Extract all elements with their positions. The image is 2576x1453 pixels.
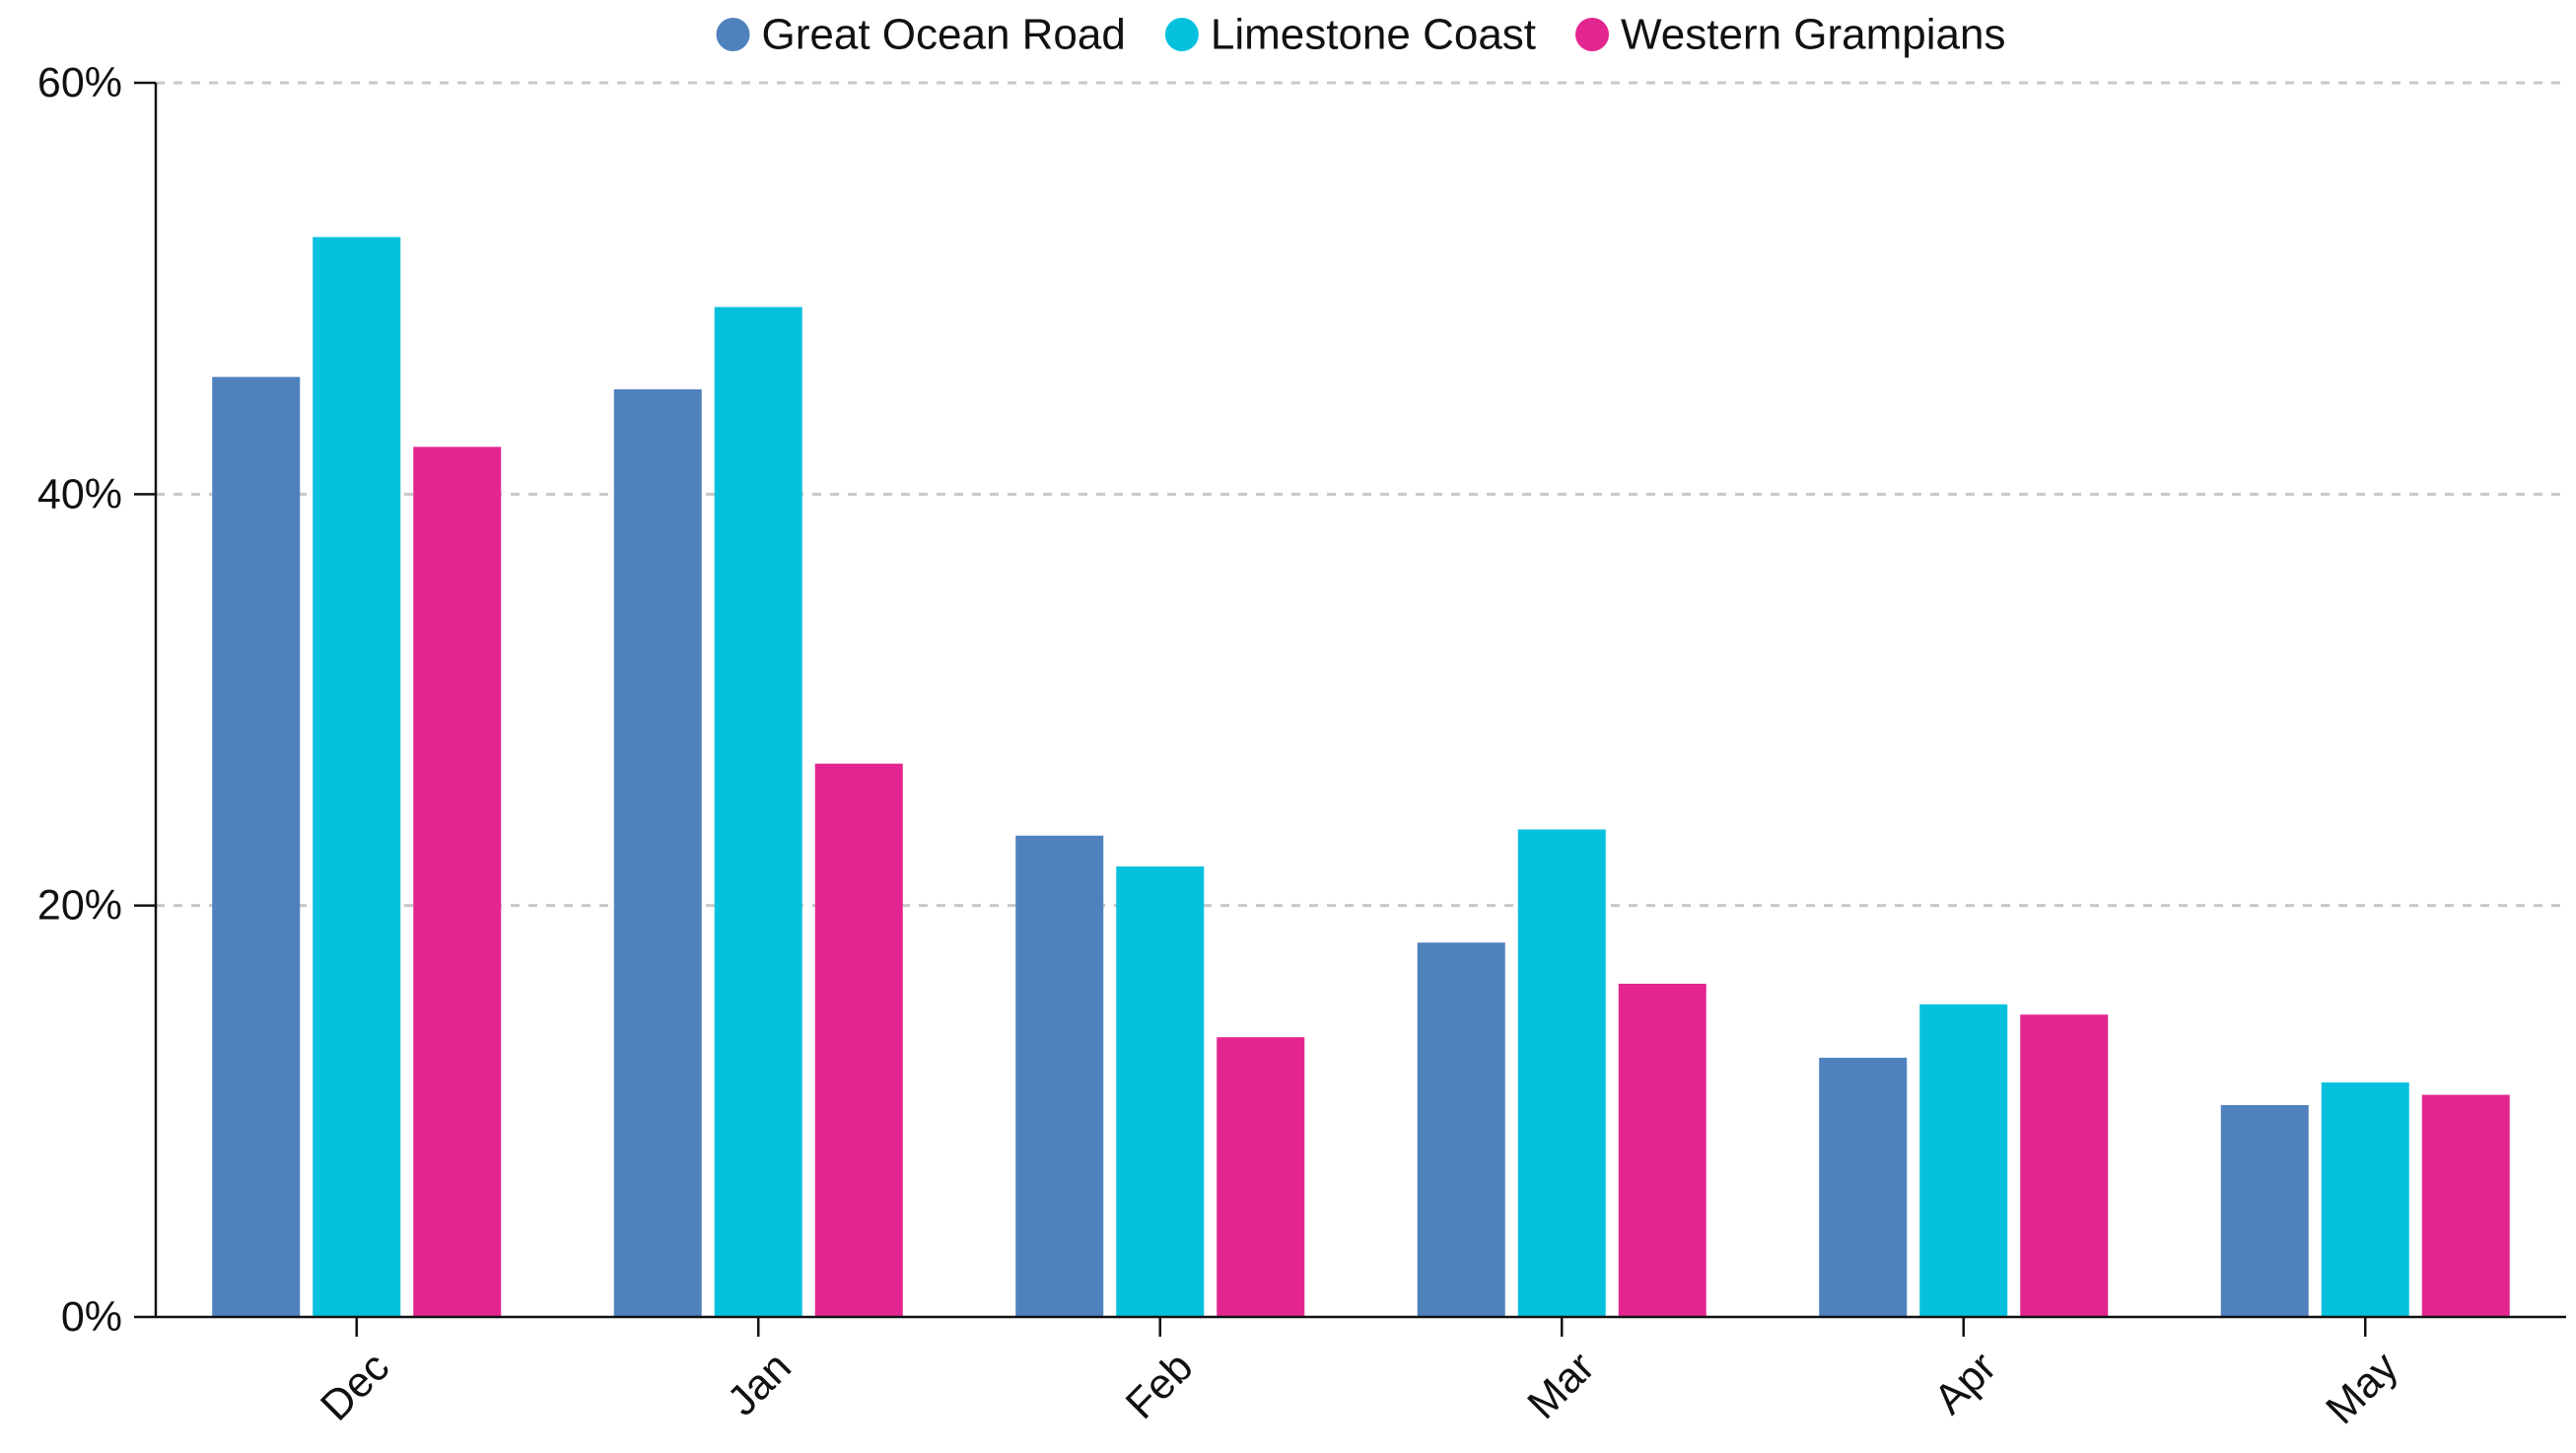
bar-jan-great-ocean-road <box>613 388 702 1317</box>
x-tick-label: May <box>2317 1343 2407 1433</box>
bar-may-western-grampians <box>2421 1094 2510 1317</box>
x-tick-label: Apr <box>1925 1344 2005 1423</box>
bar-dec-great-ocean-road <box>212 377 301 1318</box>
bar-mar-western-grampians <box>1618 983 1706 1317</box>
y-tick-label: 0% <box>61 1293 122 1341</box>
gridlines <box>156 81 2566 908</box>
bar-dec-western-grampians <box>413 447 502 1318</box>
x-tick-label: Dec <box>312 1344 398 1430</box>
legend-swatch <box>716 18 750 51</box>
legend-swatch <box>1575 18 1610 51</box>
legend-item: Limestone Coast <box>1164 11 1536 59</box>
legend-label: Great Ocean Road <box>762 11 1126 59</box>
bar-jan-limestone-coast <box>714 307 802 1317</box>
bar-mar-limestone-coast <box>1517 829 1606 1317</box>
bar-feb-western-grampians <box>1217 1037 1305 1317</box>
bar-feb-great-ocean-road <box>1015 835 1104 1317</box>
legend-label: Limestone Coast <box>1211 11 1536 59</box>
bar-may-great-ocean-road <box>2220 1105 2309 1317</box>
legend-item: Great Ocean Road <box>716 11 1126 59</box>
legend-item: Western Grampians <box>1575 11 2005 59</box>
bar-mar-great-ocean-road <box>1417 942 1505 1317</box>
legend: Great Ocean Road Limestone Coast Western G… <box>716 11 2005 59</box>
bar-apr-western-grampians <box>2020 1014 2109 1317</box>
bar-apr-limestone-coast <box>1919 1003 2008 1317</box>
bar-apr-great-ocean-road <box>1819 1058 1908 1317</box>
y-tick-label: 60% <box>37 59 122 106</box>
y-tick-label: 40% <box>37 470 122 518</box>
legend-label: Western Grampians <box>1621 11 2005 59</box>
y-tick-label: 20% <box>37 882 122 930</box>
x-tick-label: Mar <box>1519 1344 1604 1428</box>
bar-dec-limestone-coast <box>313 237 401 1317</box>
x-tick-label: Jan <box>719 1344 801 1425</box>
bar-may-limestone-coast <box>2321 1082 2409 1317</box>
bar-jan-western-grampians <box>814 763 903 1317</box>
bar-feb-limestone-coast <box>1116 866 1205 1317</box>
x-tick-label: Feb <box>1117 1344 1202 1428</box>
bars <box>212 237 2510 1318</box>
legend-swatch <box>1164 18 1199 51</box>
